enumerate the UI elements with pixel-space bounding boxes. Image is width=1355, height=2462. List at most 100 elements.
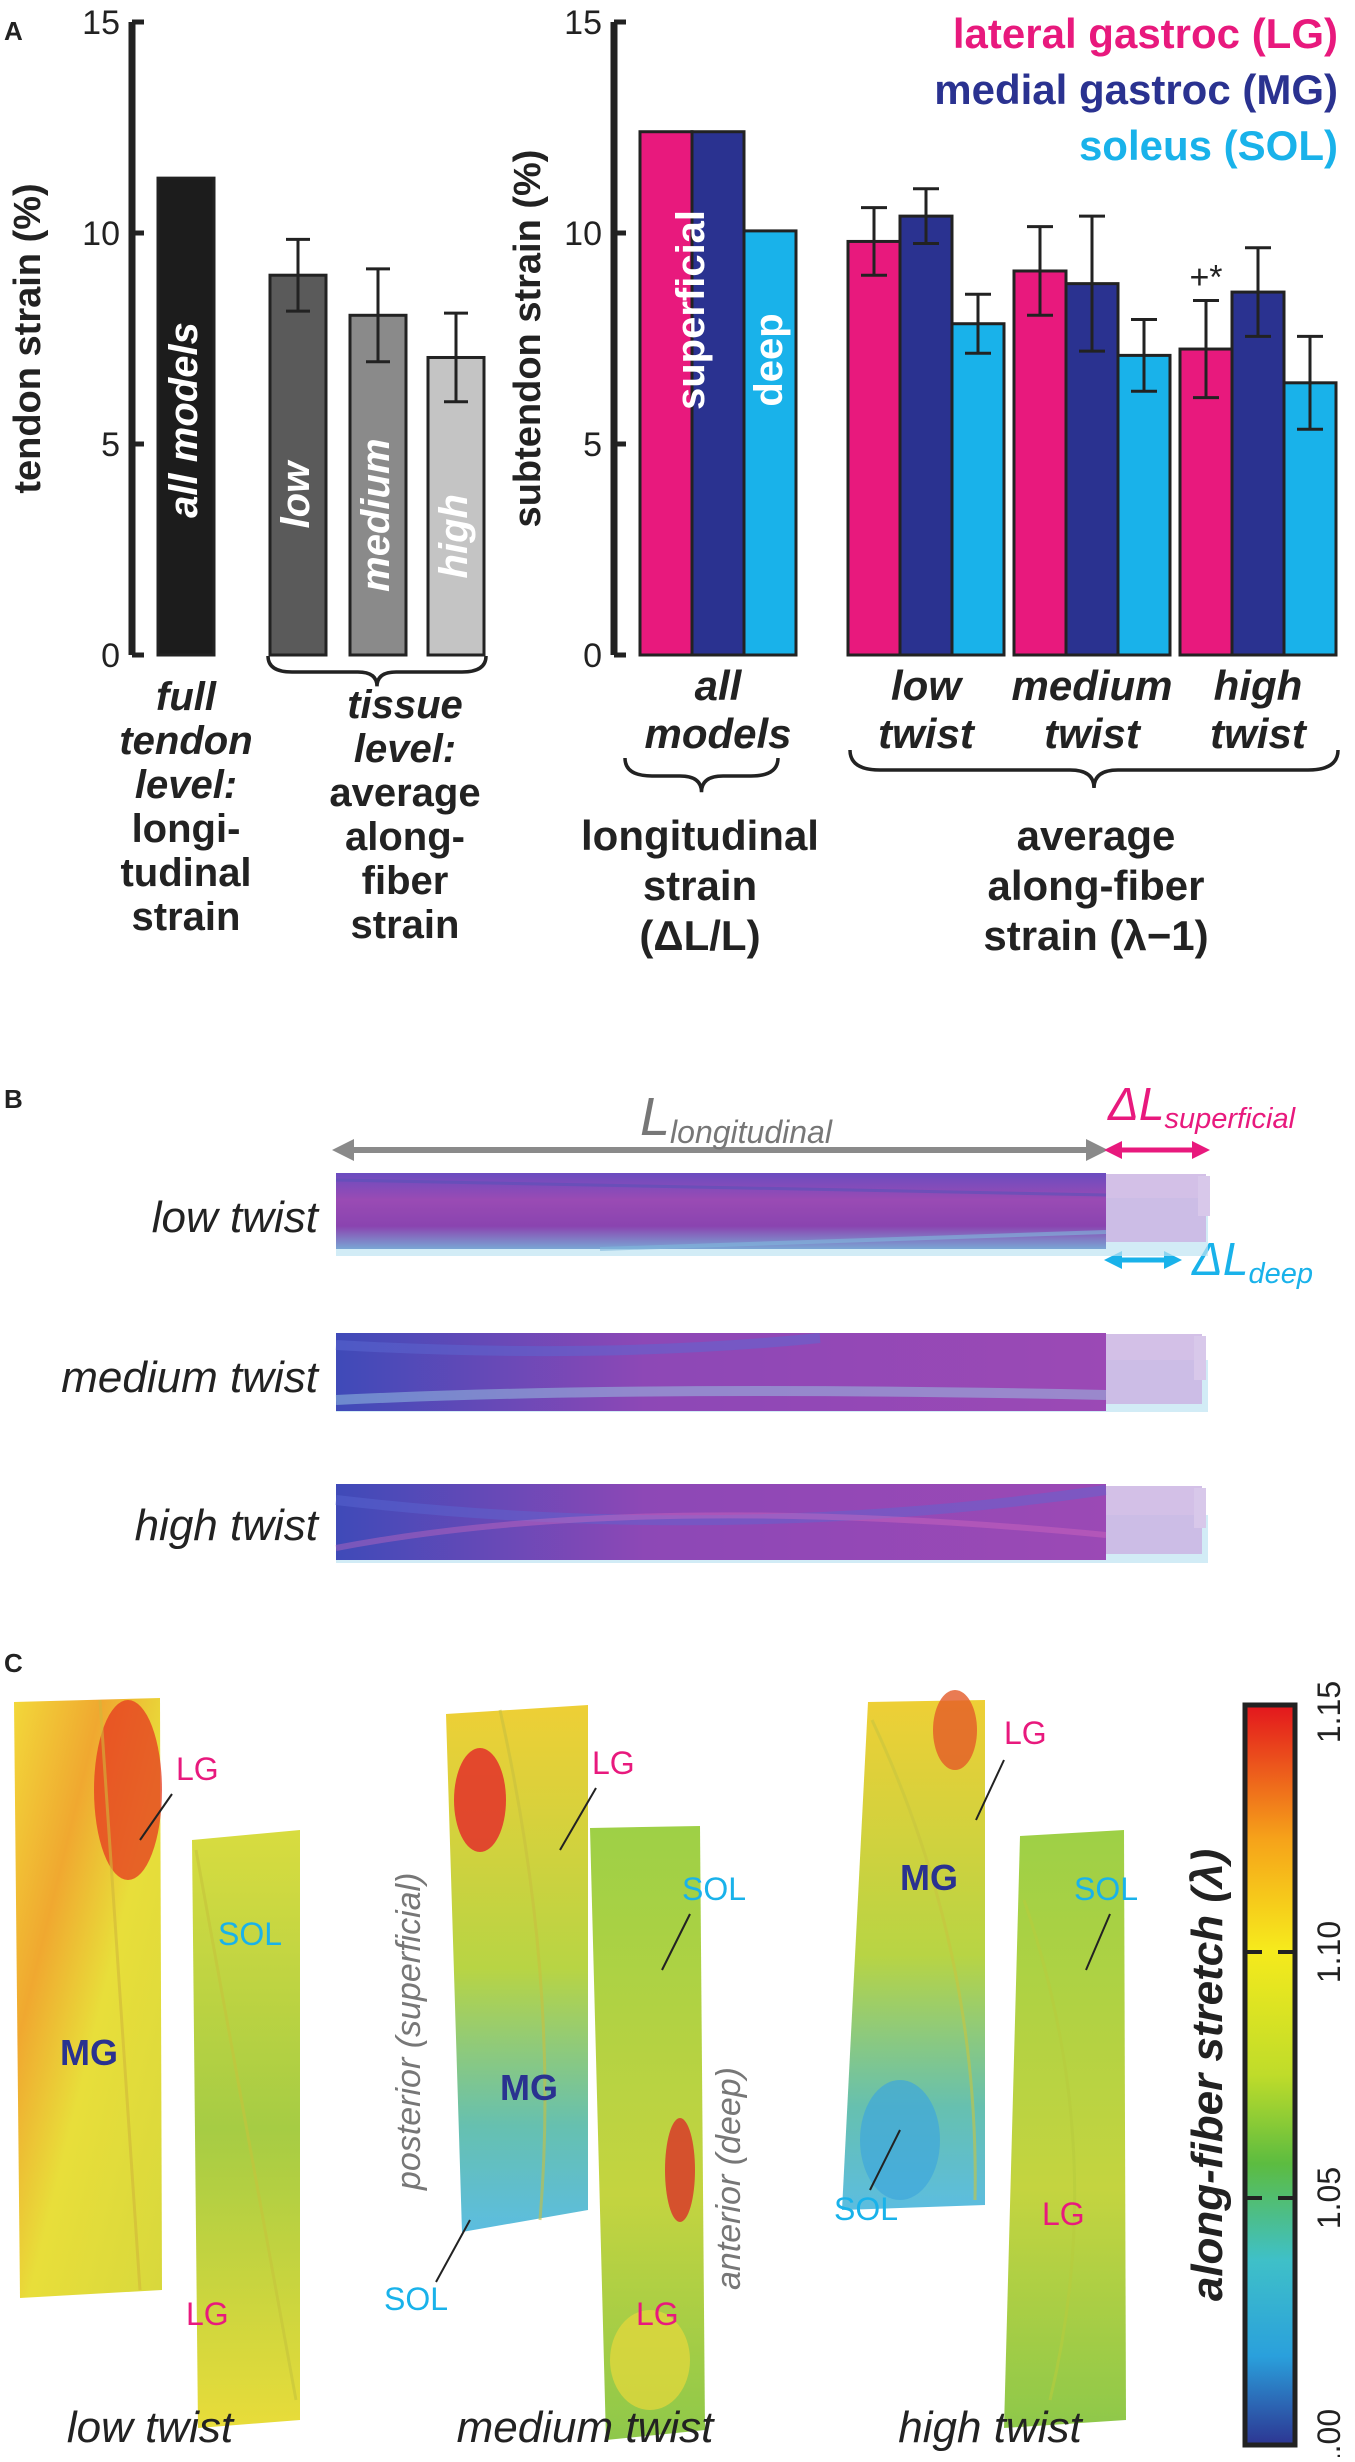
bar-b-g1-LG (846, 239, 902, 657)
bar-label-a-1: low (274, 459, 318, 529)
colorbar (1242, 1702, 1298, 2448)
bracket-label-b-0-line-1: strain (643, 862, 757, 909)
legend-item-0: lateral gastroc (LG) (953, 10, 1338, 57)
group-label-b-3-line-1: twist (1210, 710, 1308, 757)
y-tick-label-a-5: 5 (101, 426, 120, 464)
bar-b-g0-MG (690, 130, 746, 657)
dl-superficial-label: ΔLsuperficial (1107, 1078, 1297, 1135)
y-tick-label-b-0: 0 (583, 637, 602, 675)
in-bar-label-superficial: superficial (669, 210, 713, 410)
l-longitudinal-label: Llongitudinal (640, 1087, 833, 1150)
brace-a-tissue (266, 655, 488, 687)
heatmap-low-twist-superficial (14, 1698, 162, 2298)
bracket-label-b-0-line-0: longitudinal (581, 812, 819, 859)
group-label-b-0-line-0: all (695, 662, 743, 709)
bar-b-g1-SOL (950, 322, 1006, 657)
group-label-a-1-line-4: fiber (362, 859, 449, 903)
group-label-a-0-line-3: longi- (132, 807, 241, 851)
bar-b-g0-SOL (742, 229, 798, 657)
heatmap-medium-twist-deep (590, 1826, 705, 2440)
significance-annotation: +* (1189, 259, 1222, 297)
label-mg-low: MG (60, 2032, 118, 2073)
group-label-a-0-line-1: tendon (119, 719, 252, 763)
bar-a-1 (268, 273, 328, 657)
caption-high-twist: high twist (898, 2403, 1083, 2452)
tendon-low-twist (335, 1173, 1210, 1256)
y-axis-label-a: tendon strain (%) (7, 183, 49, 493)
group-label-a-1-line-3: along- (345, 815, 465, 859)
bar-label-a-2: medium (354, 438, 398, 591)
y-axis-label-b: subtendon strain (%) (507, 150, 549, 528)
group-label-a-1-line-0: tissue (347, 683, 463, 727)
colorbar-tick-1-00: 1.00 (1311, 2409, 1347, 2457)
label-sol-medium: SOL (682, 1871, 746, 1907)
group-label-b-1-line-1: twist (878, 710, 976, 757)
label-sol-high: SOL (1074, 1871, 1138, 1907)
colorbar-tick-1-10: 1.10 (1311, 1921, 1347, 1983)
chart-subtendon-strain: 0 5 10 15 subtendon strain (%) lateral gastro… (507, 4, 1340, 959)
bar-b-g3-MG (1230, 290, 1286, 657)
group-label-b-2-line-0: medium (1011, 662, 1172, 709)
group-label-b-0-line-1: models (644, 710, 791, 757)
y-tick-label-a-0: 0 (101, 637, 120, 675)
bar-label-a-0: all models (162, 322, 206, 518)
panel-c-labels: LG MG SOL LG posterior (superficial) ant… (60, 1715, 1138, 2332)
bar-b-g0-LG (638, 130, 694, 657)
row-label-medium-twist: medium twist (61, 1353, 319, 1402)
y-tick-label-a-15: 15 (82, 4, 120, 42)
bracket-label-b-1-line-1: along-fiber (988, 862, 1205, 909)
y-tick-label-a-10: 10 (82, 215, 120, 253)
group-label-a-0-line-2: level: (135, 763, 237, 807)
heatmap-high-twist-deep (1004, 1830, 1126, 2428)
bar-a-0 (156, 176, 216, 657)
bar-a-2 (348, 313, 408, 657)
group-label-a-0-line-4: tudinal (120, 851, 251, 895)
group-label-a-1-line-1: level: (354, 727, 456, 771)
group-label-b-2-line-1: twist (1044, 710, 1142, 757)
label-lg-high-deep: LG (1042, 2196, 1085, 2232)
bar-label-a-3: high (432, 494, 476, 578)
label-lg-low-deep: LG (186, 2296, 229, 2332)
label-lg-high: LG (1004, 1715, 1047, 1751)
caption-low-twist: low twist (67, 2403, 235, 2452)
colorbar-tick-1-05: 1.05 (1311, 2167, 1347, 2229)
panel-b-label: B (4, 1084, 23, 1114)
heatmap-low-twist-deep (192, 1830, 300, 2428)
label-mg-medium: MG (500, 2067, 558, 2108)
label-lg-low: LG (176, 1751, 219, 1787)
group-label-a-1-line-5: strain (351, 903, 460, 947)
bar-b-g1-MG (898, 214, 954, 657)
panel-a-label: A (4, 16, 23, 46)
row-label-low-twist: low twist (152, 1193, 320, 1242)
label-sol-medium-bottom: SOL (384, 2281, 448, 2317)
row-label-high-twist: high twist (135, 1501, 320, 1550)
heatmap-high-twist-superficial (842, 1690, 985, 2210)
legend-item-1: medial gastroc (MG) (934, 66, 1338, 113)
label-lg-medium: LG (592, 1745, 635, 1781)
group-label-b-3-line-0: high (1214, 662, 1303, 709)
legend-item-2: soleus (SOL) (1079, 122, 1338, 169)
y-tick-label-b-15: 15 (564, 4, 602, 42)
bar-a-3 (426, 355, 486, 657)
tendon-high-twist (335, 1484, 1208, 1563)
chart-full-tissue-strain: 0 5 10 15 tendon strain (%) all models low medi… (7, 4, 488, 947)
group-label-a-0-line-5: strain (132, 895, 241, 939)
bracket-label-b-1-line-2: strain (λ−1) (983, 912, 1208, 959)
colorbar-title: along-fiber stretch (λ) (1183, 1849, 1232, 2301)
l-longitudinal-arrow (332, 1139, 1108, 1161)
bracket-label-b-1-line-0: average (1017, 812, 1176, 859)
caption-medium-twist: medium twist (457, 2403, 715, 2452)
label-mg-high: MG (900, 1857, 958, 1898)
y-tick-label-b-5: 5 (583, 426, 602, 464)
panel-c-label: C (4, 1648, 23, 1678)
dl-superficial-arrow (1104, 1141, 1210, 1159)
tendon-medium-twist (335, 1333, 1208, 1412)
label-sol-high-bottom: SOL (834, 2191, 898, 2227)
brace-b-all-models (623, 757, 780, 793)
brace-b-twist (848, 749, 1340, 789)
label-posterior: posterior (superficial) (390, 1873, 428, 2191)
bar-b-g2-LG (1012, 269, 1068, 657)
dl-deep-label: ΔLdeep (1191, 1233, 1313, 1290)
heatmap-medium-twist-superficial (446, 1705, 588, 2232)
